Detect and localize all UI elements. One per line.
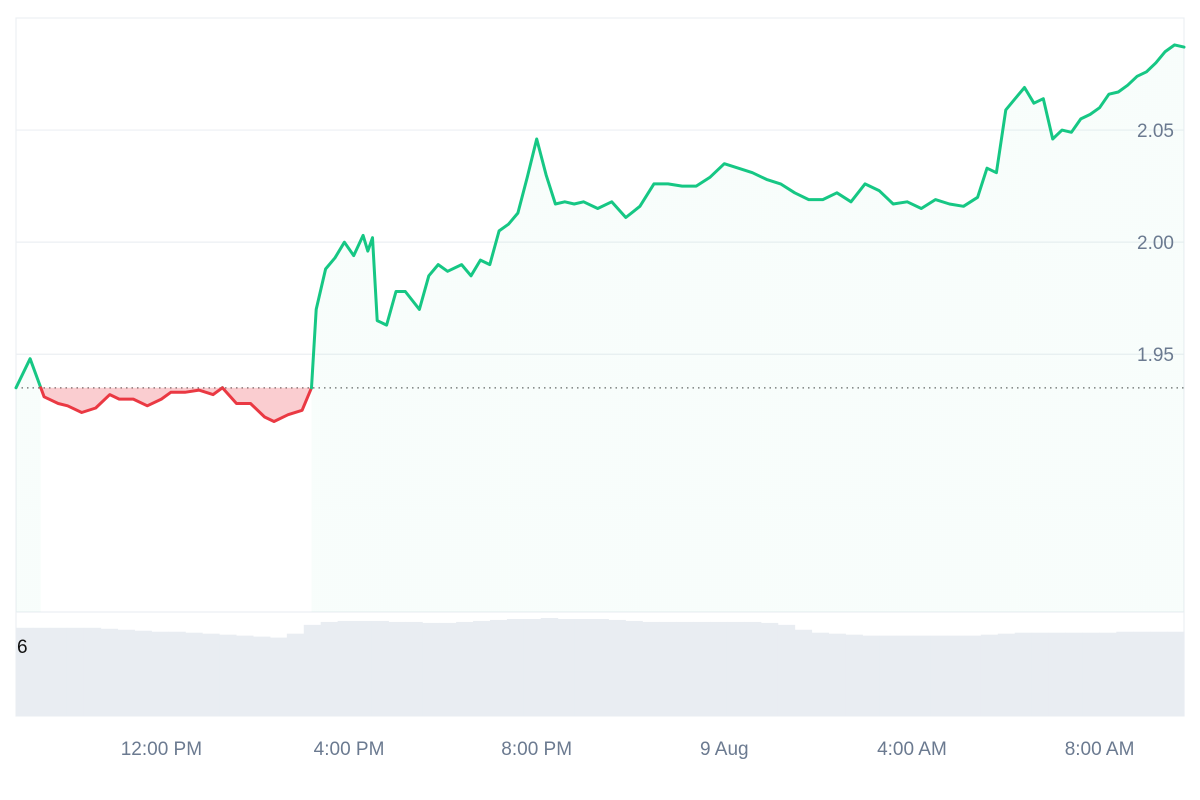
- volume-bar: [930, 635, 948, 716]
- volume-bar: [422, 622, 440, 716]
- line-layer: [14, 43, 1186, 423]
- volume-bar: [1167, 631, 1185, 716]
- volume-bar: [66, 627, 85, 716]
- volume-bar: [879, 635, 897, 716]
- volume-bar: [625, 620, 643, 716]
- volume-bar: [726, 621, 745, 716]
- volume-bar: [269, 637, 288, 716]
- volume-bar: [540, 618, 559, 716]
- volume-bar: [337, 620, 356, 716]
- volume-bar: [659, 621, 677, 716]
- volume-bar: [693, 621, 711, 716]
- y-tick-label: 2.05: [1137, 121, 1174, 142]
- x-tick-label: 4:00 AM: [877, 739, 947, 760]
- volume-bar: [845, 634, 863, 716]
- price-line-up: [14, 357, 43, 390]
- volume-bar: [1150, 631, 1168, 716]
- volume-bar: [134, 630, 152, 716]
- volume-bars: [16, 618, 1185, 716]
- volume-bar: [557, 618, 576, 716]
- price-line-up: [310, 43, 1186, 390]
- x-tick-label: 12:00 PM: [121, 739, 202, 760]
- volume-bar: [473, 620, 491, 716]
- x-axis: 12:00 PM 4:00 PM 8:00 PM 9 Aug 4:00 AM 8:00 A…: [121, 739, 1135, 760]
- volume-bar: [219, 634, 237, 716]
- volume-bar: [405, 621, 423, 716]
- volume-bar: [896, 635, 914, 716]
- volume-bar: [236, 635, 254, 716]
- area-fill-up: [16, 358, 41, 612]
- volume-bar: [1048, 632, 1067, 716]
- volume-bar: [202, 633, 220, 716]
- x-tick-label: 8:00 PM: [501, 739, 572, 760]
- volume-bar: [608, 619, 626, 716]
- volume-bar: [286, 633, 305, 716]
- volume-bar: [794, 629, 813, 716]
- volume-bar: [828, 633, 846, 716]
- volume-bar: [710, 621, 728, 716]
- volume-bar: [32, 627, 51, 716]
- y-tick-label: 2.00: [1137, 233, 1174, 254]
- volume-label: 6: [17, 637, 28, 658]
- volume-bar: [980, 634, 999, 716]
- volume-bar: [49, 627, 68, 716]
- y-tick-label: 1.95: [1137, 345, 1174, 366]
- volume-bar: [963, 635, 982, 716]
- volume-bar: [947, 635, 965, 716]
- area-fill-up: [311, 44, 1184, 612]
- volume-bar: [811, 632, 830, 716]
- volume-bar: [743, 621, 762, 716]
- volume-bar: [354, 620, 372, 716]
- volume-bar: [913, 635, 931, 716]
- volume-bar: [388, 621, 406, 716]
- volume-bar: [456, 621, 474, 716]
- volume-bar: [371, 620, 389, 716]
- volume-bar: [997, 633, 1016, 716]
- volume-bar: [1116, 631, 1134, 716]
- volume-bar: [1133, 631, 1151, 716]
- volume-bar: [117, 629, 135, 716]
- price-line-down: [39, 386, 224, 414]
- volume-bar: [1031, 632, 1050, 716]
- volume-bar: [642, 621, 660, 716]
- volume-bar: [676, 621, 694, 716]
- volume-bar: [760, 622, 779, 716]
- price-line-down: [220, 386, 313, 423]
- volume-bar: [777, 624, 796, 716]
- volume-bar: [489, 619, 508, 716]
- volume-bar: [591, 618, 609, 716]
- volume-bar: [83, 627, 102, 716]
- volume-bar: [574, 618, 593, 716]
- area-fill-down: [40, 387, 223, 413]
- volume-bar: [1065, 632, 1083, 716]
- volume-bar: [439, 622, 457, 716]
- x-tick-label: 8:00 AM: [1065, 739, 1135, 760]
- volume-bar: [151, 631, 169, 716]
- volume-bar: [16, 627, 34, 716]
- volume-bar: [506, 618, 525, 716]
- volume-bar: [168, 631, 186, 716]
- volume-bar: [523, 618, 542, 716]
- volume-bar: [320, 621, 339, 716]
- volume-bar: [303, 624, 322, 716]
- volume-bar: [1099, 632, 1117, 716]
- area-layer: [16, 44, 1184, 612]
- y-axis: 2.05 2.00 1.95: [1137, 121, 1174, 366]
- volume-bar: [100, 628, 119, 716]
- volume-bar: [862, 635, 880, 716]
- x-tick-label: 9 Aug: [700, 739, 749, 760]
- volume-bar: [185, 632, 203, 716]
- volume-bar: [1014, 632, 1033, 716]
- volume-bar: [252, 636, 271, 716]
- volume-bar: [1082, 632, 1100, 716]
- x-tick-label: 4:00 PM: [314, 739, 385, 760]
